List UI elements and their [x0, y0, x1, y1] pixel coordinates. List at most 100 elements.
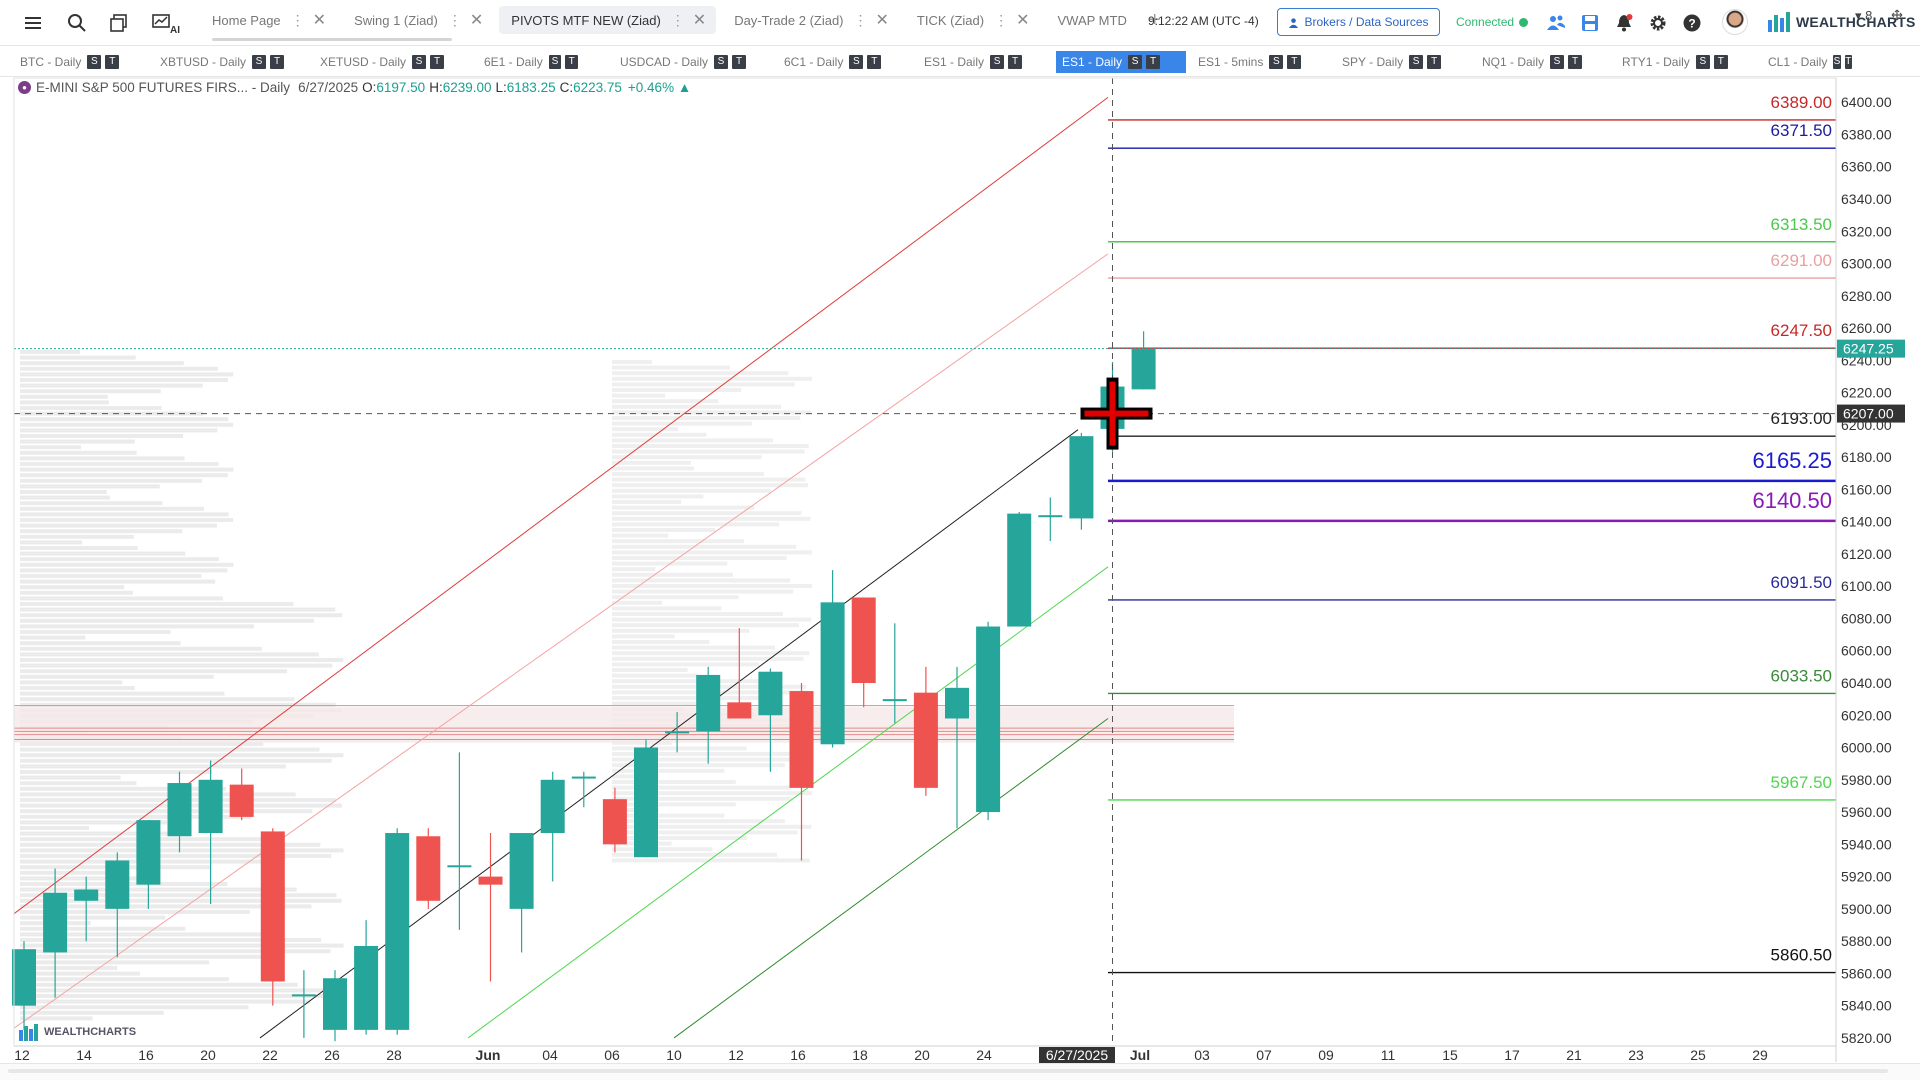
price-axis[interactable]: 6400.00 6380.00 6360.00 6340.00 6320.00 6300.…: [13, 77, 1905, 1062]
tab-options-icon[interactable]: ⋮: [853, 11, 868, 28]
avatar[interactable]: [1722, 9, 1748, 35]
close-tab-icon[interactable]: ✕: [1016, 12, 1030, 29]
y-tick-label: 5880.00: [1841, 933, 1892, 949]
profile-bar: [612, 528, 716, 532]
more-symbols-dropdown[interactable]: ▾ 8: [1855, 8, 1873, 23]
tab-options-icon[interactable]: ⋮: [447, 11, 462, 28]
settings-badge[interactable]: S: [548, 55, 562, 69]
close-tab-icon[interactable]: ✕: [692, 12, 707, 29]
candlesticks: [12, 331, 1156, 1042]
close-tab-icon[interactable]: ✕: [875, 12, 889, 29]
menu-icon[interactable]: [18, 8, 48, 38]
horizontal-scrollbar[interactable]: [8, 1069, 1888, 1073]
profile-bar: [20, 669, 287, 674]
symbol-tab[interactable]: RTY1 - Daily S T: [1616, 51, 1736, 73]
template-badge[interactable]: T: [1713, 55, 1728, 69]
settings-badge[interactable]: S: [1269, 55, 1284, 69]
workspace-tab[interactable]: TICK (Ziad) ⋮ ✕: [905, 6, 1040, 34]
settings-badge[interactable]: S: [849, 55, 864, 69]
settings-badge[interactable]: S: [990, 55, 1005, 69]
symbol-tab[interactable]: XBTUSD - Daily S T: [154, 51, 294, 73]
settings-badge[interactable]: S: [1409, 55, 1424, 69]
profile-bar: [20, 691, 225, 696]
symbol-tab[interactable]: 6E1 - Daily S T: [478, 51, 578, 73]
brokers-button[interactable]: Brokers / Data Sources: [1277, 8, 1440, 36]
pivot-levels: 6389.00 6371.50 6313.50 6291.00 6247.50 6193.…: [14, 93, 1836, 974]
template-badge[interactable]: T: [105, 55, 120, 69]
symbol-tab[interactable]: XETUSD - Daily S T: [314, 51, 454, 73]
settings-badge[interactable]: S: [1695, 55, 1710, 69]
profile-bar: [20, 512, 229, 517]
workspace-tab[interactable]: VWAP MTD: [1046, 6, 1137, 34]
symbol-tab-label: USDCAD - Daily: [620, 55, 709, 69]
settings-badge[interactable]: S: [412, 55, 427, 69]
add-tab-button[interactable]: +: [1148, 8, 1161, 31]
search-icon[interactable]: [62, 8, 92, 38]
time-axis[interactable]: 12 14 16 20 22 26 28 Jun 04 06 10 12 16 18 20 24 6/27/20…: [14, 1047, 1768, 1063]
profile-bar: [20, 607, 336, 612]
notification-bell-icon[interactable]: [1612, 11, 1636, 35]
template-badge[interactable]: T: [1568, 55, 1583, 69]
tab-scrollbar[interactable]: [212, 38, 452, 41]
workspace-tab[interactable]: Swing 1 (Ziad) ⋮ ✕: [342, 6, 493, 34]
symbol-tab[interactable]: NQ1 - Daily S T: [1476, 51, 1586, 73]
profile-bar: [612, 472, 764, 476]
expand-icon[interactable]: [1888, 6, 1906, 24]
template-badge[interactable]: T: [867, 55, 882, 69]
template-badge[interactable]: T: [1427, 55, 1442, 69]
copy-icon[interactable]: [104, 8, 134, 38]
symbol-tab[interactable]: ES1 - Daily S T: [1056, 51, 1186, 73]
settings-badge[interactable]: S: [1550, 55, 1565, 69]
close-tab-icon[interactable]: ✕: [469, 12, 484, 29]
profile-bar: [20, 747, 320, 752]
settings-badge[interactable]: S: [1833, 55, 1841, 69]
symbol-tab[interactable]: ES1 - Daily S T: [918, 51, 1028, 73]
template-badge[interactable]: T: [270, 55, 285, 69]
ai-chart-icon[interactable]: AI: [146, 8, 186, 38]
close-tab-icon[interactable]: ✕: [312, 12, 327, 29]
symbol-tab[interactable]: SPY - Daily S T: [1336, 51, 1446, 73]
pivot-label: 6033.50: [1771, 666, 1832, 685]
help-icon[interactable]: ?: [1680, 11, 1704, 35]
profile-bar: [20, 674, 214, 679]
tab-options-icon[interactable]: ⋮: [994, 11, 1009, 28]
template-badge[interactable]: T: [1008, 55, 1023, 69]
tab-options-icon[interactable]: ⋮: [290, 11, 305, 28]
symbol-tab[interactable]: 6C1 - Daily S T: [778, 51, 888, 73]
gear-icon[interactable]: [1646, 11, 1670, 35]
profile-bar: [612, 427, 678, 432]
template-badge[interactable]: T: [1844, 55, 1852, 69]
y-tick-label: 6140.00: [1841, 514, 1892, 530]
symbol-tab[interactable]: CL1 - Daily S T: [1762, 51, 1852, 73]
template-badge[interactable]: T: [1146, 55, 1161, 69]
template-badge[interactable]: T: [430, 55, 445, 69]
template-badge[interactable]: T: [1287, 55, 1302, 69]
x-tick-label: 12: [14, 1047, 30, 1063]
template-badge[interactable]: T: [565, 55, 578, 69]
profile-bar: [20, 999, 311, 1004]
settings-badge[interactable]: S: [714, 55, 729, 69]
candle-body: [758, 671, 783, 716]
workspace-tab[interactable]: Home Page ⋮ ✕: [200, 6, 336, 34]
symbol-tab[interactable]: ES1 - 5mins S T: [1192, 51, 1312, 73]
workspace-tab[interactable]: Day-Trade 2 (Ziad) ⋮ ✕: [722, 6, 899, 34]
save-icon[interactable]: [1578, 11, 1602, 35]
crosshair-price-tag: [1837, 404, 1905, 423]
y-tick-label: 5980.00: [1841, 772, 1892, 788]
profile-bar: [612, 662, 760, 667]
settings-badge[interactable]: S: [87, 55, 102, 69]
settings-badge[interactable]: S: [1128, 55, 1143, 69]
symbol-tab[interactable]: USDCAD - Daily S T: [614, 51, 754, 73]
price-chart[interactable]: 6389.00 6371.50 6313.50 6291.00 6247.50 6193.…: [0, 77, 1920, 1063]
template-badge[interactable]: T: [732, 55, 747, 69]
community-icon[interactable]: [1544, 11, 1568, 35]
profile-bar: [20, 355, 136, 360]
workspace-tab[interactable]: PIVOTS MTF NEW (Ziad) ⋮ ✕: [499, 6, 717, 34]
tab-options-icon[interactable]: ⋮: [670, 11, 685, 28]
x-tick-label: 14: [76, 1047, 92, 1063]
profile-bar: [612, 466, 694, 471]
symbol-tab[interactable]: BTC - Daily S T: [14, 51, 134, 73]
settings-badge[interactable]: S: [252, 55, 267, 69]
profile-bar: [612, 522, 780, 527]
profile-bar: [20, 938, 322, 942]
